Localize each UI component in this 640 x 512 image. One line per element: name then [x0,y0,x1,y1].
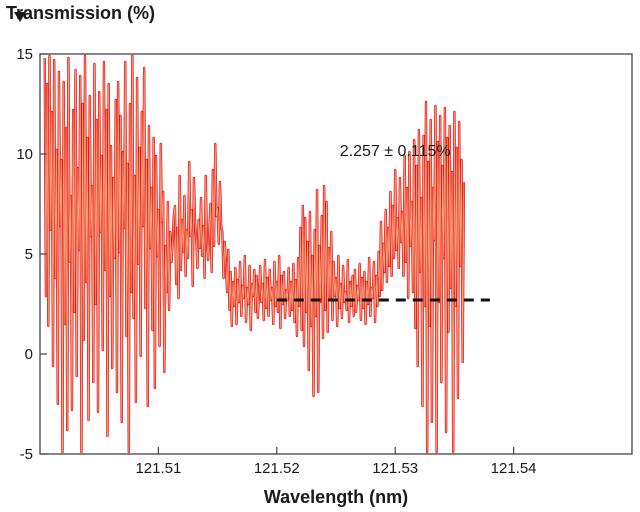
y-tick-label: 10 [16,146,33,163]
x-tick-label: 121.54 [491,460,537,477]
x-tick-label: 121.52 [254,460,300,477]
series-line-highlight [44,55,465,453]
x-tick-label: 121.53 [372,460,418,477]
y-axis-title: Transmission (%) [6,3,155,23]
y-tick-label: 15 [16,46,33,63]
y-tick-label: 5 [25,246,33,263]
y-axis-ticks: -5 0 5 10 15 [16,46,47,463]
series-traces [43,54,466,454]
y-tick-label: 0 [25,346,33,363]
x-axis-ticks: 121.51 121.52 121.53 121.54 [135,447,537,477]
y-axis-arrow-icon [14,12,26,22]
y-tick-label: -5 [20,446,33,463]
x-tick-label: 121.51 [135,460,181,477]
mean-annotation: 2.257 ± 0.115% [340,143,451,160]
x-axis-title: Wavelength (nm) [264,487,408,507]
